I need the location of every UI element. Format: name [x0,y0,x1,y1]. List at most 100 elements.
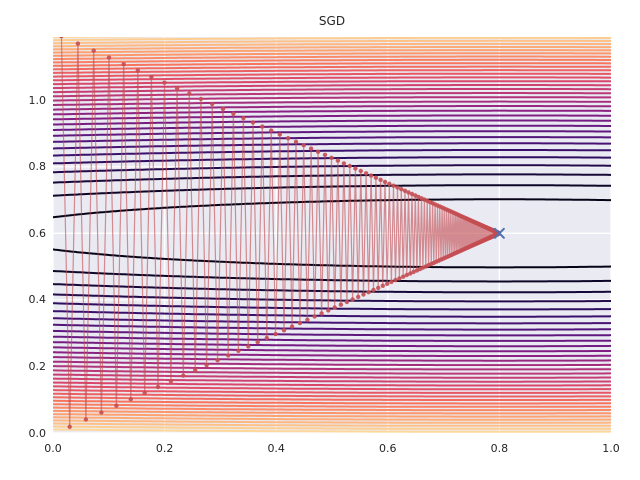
trajectory-point-marker [114,403,119,408]
contour-line [53,369,611,375]
contour-line [53,377,611,383]
trajectory-point-marker [210,101,215,107]
trajectory-point-marker [220,106,226,112]
contour-line [53,52,611,57]
trajectory-point-marker [204,362,209,368]
trajectory-point-marker [380,283,385,288]
trajectory-point-marker [395,185,400,190]
trajectory-point-marker [149,74,154,79]
trajectory-point-marker [335,158,341,163]
contour-line [53,84,611,90]
trajectory-point-marker [332,305,337,310]
contour-line [53,419,611,424]
contour-line [53,381,611,387]
contour-line [53,293,611,303]
contour-line [53,109,611,116]
contour-line [53,55,611,61]
trajectory-point-marker [368,173,374,178]
contour-line [53,105,611,111]
trajectory-point-marker [385,281,390,286]
plot-area [53,37,611,433]
trajectory-point-marker [391,183,396,188]
contour-line [53,399,611,405]
trajectory-point-marker [269,128,274,133]
minimum-x-marker [493,227,505,239]
contour-line [53,49,611,54]
contour-line [53,409,611,415]
trajectory-point-marker [285,136,291,141]
trajectory-point-marker [273,331,278,337]
trajectory-point-marker [366,290,371,295]
contour-line [53,385,611,391]
trajectory-point-marker [142,390,147,396]
trajectory-point-marker [83,417,89,422]
contour-line [53,96,611,102]
contour-line [53,270,611,283]
trajectory-point-marker [378,177,383,182]
trajectory-point-marker [322,152,328,157]
chart-title: SGD [318,14,346,28]
x-tick-label: 0.6 [379,442,397,455]
contour-line [53,72,611,78]
trajectory-point-marker [371,287,376,293]
trajectory-point-marker [67,424,72,429]
trajectory-point-marker [402,188,408,193]
trajectory-point-marker [231,111,236,116]
trajectory-point-marker [181,373,186,378]
trajectory-point-marker [401,274,406,279]
trajectory-point-marker [301,143,306,148]
trajectory-point-marker [289,324,295,329]
trajectory-point-marker [121,62,126,67]
contour-line [53,396,611,401]
contour-line [53,136,611,143]
contour-line [53,37,611,42]
trajectory-point-marker [281,328,287,333]
trajectory-point-marker [260,124,265,129]
contour-line [53,39,611,45]
trajectory-point-marker [250,120,256,125]
trajectory-point-marker [404,272,409,278]
contour-line [53,130,611,137]
trajectory-point-marker [347,163,352,169]
trajectory-point-marker [246,344,251,349]
trajectory-point-marker [361,292,366,297]
contour-line [53,149,611,157]
trajectory-point-marker [236,348,241,353]
trajectory-point-marker [376,285,381,291]
trajectory-point-marker [411,269,416,275]
trajectory-point-marker [308,146,314,151]
trajectory-point-marker [91,48,96,53]
trajectory-point-marker [319,311,324,316]
trajectory-point-marker [128,397,133,402]
y-tick-label: 0.6 [28,226,47,240]
trajectory-point-marker [315,149,321,154]
trajectory-point-marker [329,155,334,160]
contour-line [53,92,611,98]
trajectory-point-marker [399,187,404,192]
contour-line [53,425,611,430]
contour-line [53,58,611,64]
trajectory-point-marker [408,271,413,276]
contour-line [53,69,611,74]
x-tick-label: 0.2 [155,442,174,455]
trajectory-point-marker [255,339,260,345]
contour-line [53,114,611,121]
trajectory-point-marker [353,166,358,171]
trajectory-point-marker [363,171,369,176]
x-tick-label: 0.4 [267,442,285,455]
trajectory-point-marker [198,96,204,102]
contour-line [53,360,611,367]
trajectory-point-marker [187,91,192,96]
contour-line [53,42,611,48]
contour-line [53,406,611,412]
trajectory-point-marker [358,168,363,174]
trajectory-point-marker [393,277,398,283]
trajectory-point-marker [155,384,161,390]
trajectory-point-marker [356,294,361,300]
contour-line [53,373,611,379]
contour-line [53,88,611,94]
contour-line [53,413,611,418]
trajectory-point-marker [397,276,402,281]
x-tick-label: 0.0 [44,442,62,455]
